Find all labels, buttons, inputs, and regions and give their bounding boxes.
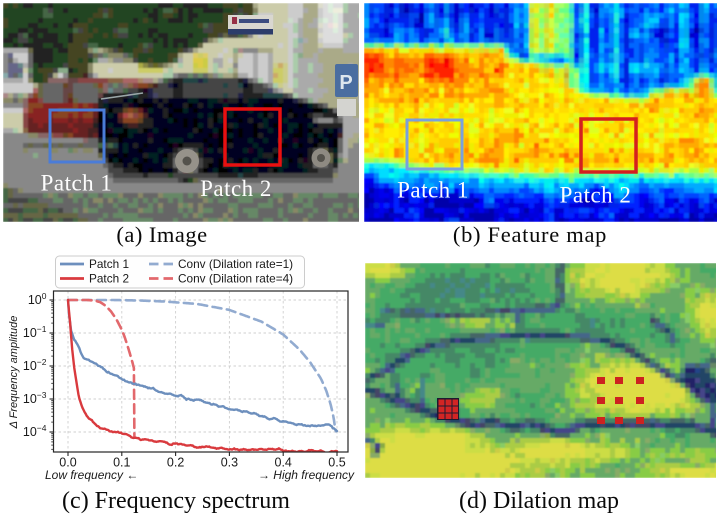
svg-text:Patch 2: Patch 2 [200, 176, 272, 201]
svg-text:P: P [339, 72, 352, 94]
svg-text:Patch 1: Patch 1 [41, 171, 113, 196]
svg-text:Patch 2: Patch 2 [560, 183, 632, 208]
svg-text:Patch 1: Patch 1 [397, 178, 469, 203]
